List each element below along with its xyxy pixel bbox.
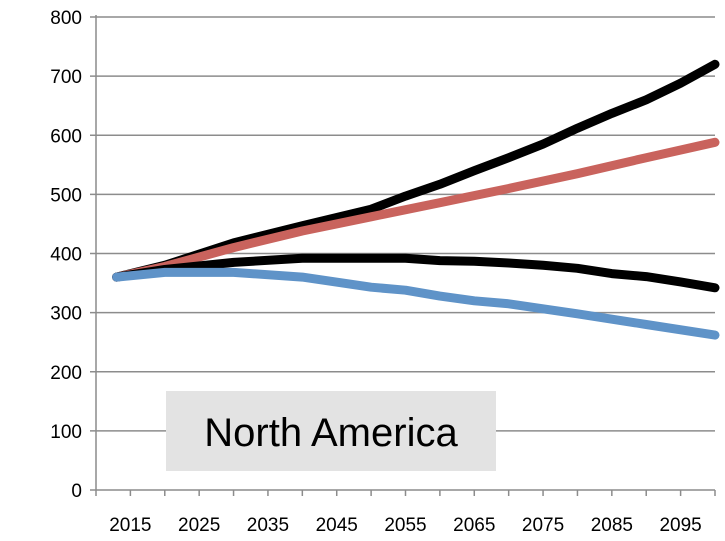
- y-tick-label-5: 500: [50, 185, 82, 206]
- region-annotation: North America: [166, 391, 496, 471]
- y-tick-label-2: 200: [50, 363, 82, 384]
- x-tick-label-0: 2015: [109, 515, 151, 536]
- series-lines: [112, 59, 720, 340]
- y-tick-label-1: 100: [50, 422, 82, 443]
- annotation-box: [166, 391, 496, 471]
- series-line-3: [112, 253, 720, 293]
- y-tick-label-4: 400: [50, 245, 82, 266]
- y-axis-ticks: 0 100 200 300 400 500 600 700 800: [50, 8, 96, 502]
- series-line-1: [112, 59, 720, 282]
- x-tick-label-2: 2035: [247, 515, 289, 536]
- x-tick-label-4: 2055: [384, 515, 426, 536]
- y-tick-label-3: 300: [50, 304, 82, 325]
- gridlines: [96, 16, 715, 432]
- x-tick-label-7: 2085: [591, 515, 633, 536]
- series-line-4: [112, 267, 720, 340]
- x-tick-label-8: 2095: [659, 515, 701, 536]
- y-tick-label-6: 600: [50, 126, 82, 147]
- x-tick-label-5: 2065: [453, 515, 495, 536]
- x-tick-label-3: 2045: [316, 515, 358, 536]
- x-tick-label-1: 2025: [178, 515, 220, 536]
- x-tick-label-6: 2075: [522, 515, 564, 536]
- y-tick-label-7: 700: [50, 67, 82, 88]
- series-line-2: [112, 137, 720, 282]
- y-tick-label-0: 0: [71, 481, 82, 502]
- x-axis-ticks: 2015 2025 2035 2045 2055 2065 2075 2085 2095: [95, 490, 716, 536]
- annotation-text: North America: [204, 411, 458, 455]
- y-tick-label-8: 800: [50, 8, 82, 29]
